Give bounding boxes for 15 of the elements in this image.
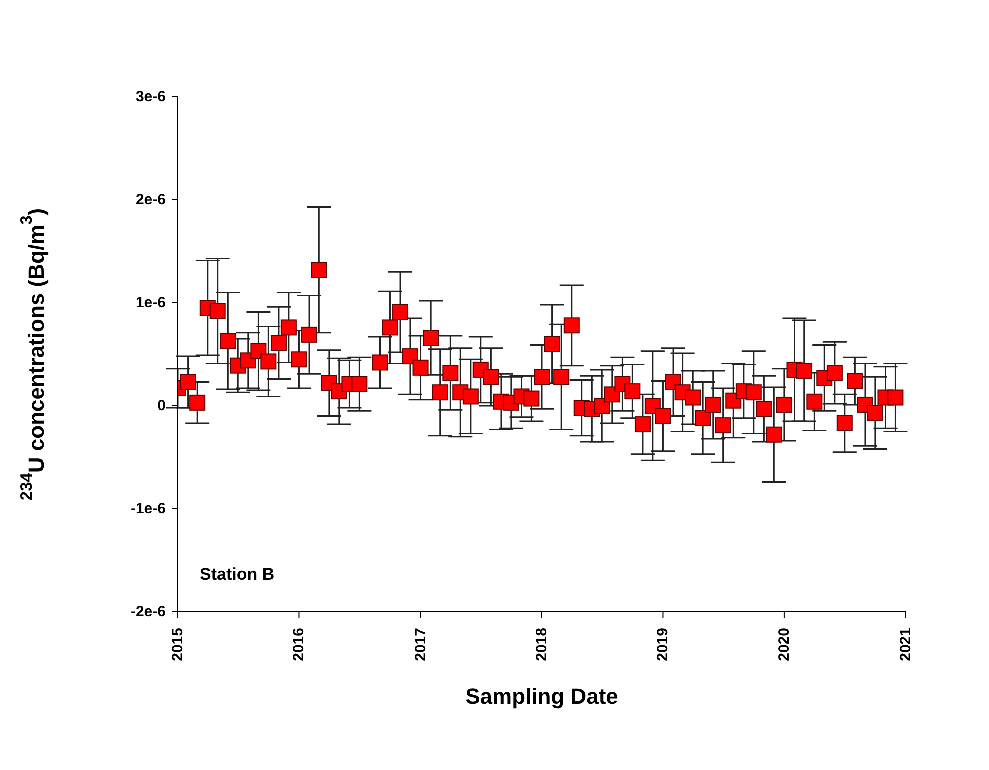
x-tick-label: 2015	[170, 628, 186, 662]
x-tick-label: 2018	[534, 628, 550, 662]
x-tick-label: 2017	[412, 628, 430, 662]
x-tick-label: 2021	[898, 628, 914, 662]
y-tick-label: 3e-6	[136, 88, 166, 106]
x-tick-label: 2019	[654, 628, 672, 662]
annotation: Station B	[200, 565, 275, 585]
y-tick-label: -2e-6	[130, 604, 166, 620]
y-tick-label: 1e-6	[136, 294, 166, 312]
y-tick-label: 0	[158, 398, 166, 414]
x-tick-label: 2020	[776, 628, 793, 662]
x-axis-title: Sampling Date	[466, 684, 618, 709]
x-tick-label: 2016	[290, 628, 308, 662]
y-tick-label: -1e-6	[130, 500, 166, 518]
y-tick-label: 2e-6	[136, 192, 166, 208]
